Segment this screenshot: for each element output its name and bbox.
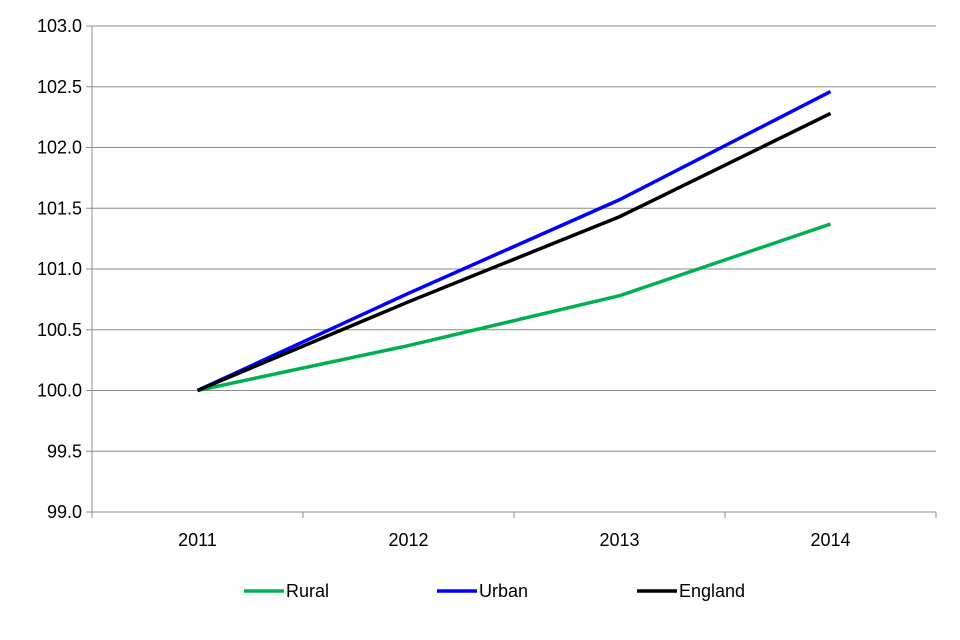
y-tick-label: 102.5	[37, 77, 82, 97]
x-tick-label: 2014	[810, 530, 850, 550]
y-tick-label: 99.0	[47, 502, 82, 522]
x-tick-label: 2013	[599, 530, 639, 550]
y-tick-label: 103.0	[37, 16, 82, 36]
series-line-england	[196, 111, 832, 393]
series-line-rural	[197, 222, 832, 393]
legend-label-urban: Urban	[479, 581, 528, 601]
y-tick-label: 101.0	[37, 259, 82, 279]
series-line-urban	[196, 90, 832, 393]
series-lines	[196, 90, 832, 393]
y-tick-label: 99.5	[47, 441, 82, 461]
y-tick-label: 100.5	[37, 320, 82, 340]
x-tick-label: 2011	[178, 530, 217, 550]
y-tick-label: 101.5	[37, 198, 82, 218]
y-axis-ticks: 99.0 99.5 100.0 100.5 101.0 101.5 102.0 102.5 10…	[37, 16, 82, 522]
gridlines	[92, 25, 936, 513]
legend-label-england: England	[679, 581, 745, 601]
y-tick-label: 100.0	[37, 381, 82, 401]
x-tick-label: 2012	[388, 530, 428, 550]
x-axis-ticks: 2011 2012 2013 2014	[178, 530, 850, 550]
y-tick-label: 102.0	[37, 138, 82, 158]
legend-label-rural: Rural	[286, 581, 329, 601]
legend: Rural Urban England	[244, 581, 745, 601]
axes	[86, 25, 937, 518]
